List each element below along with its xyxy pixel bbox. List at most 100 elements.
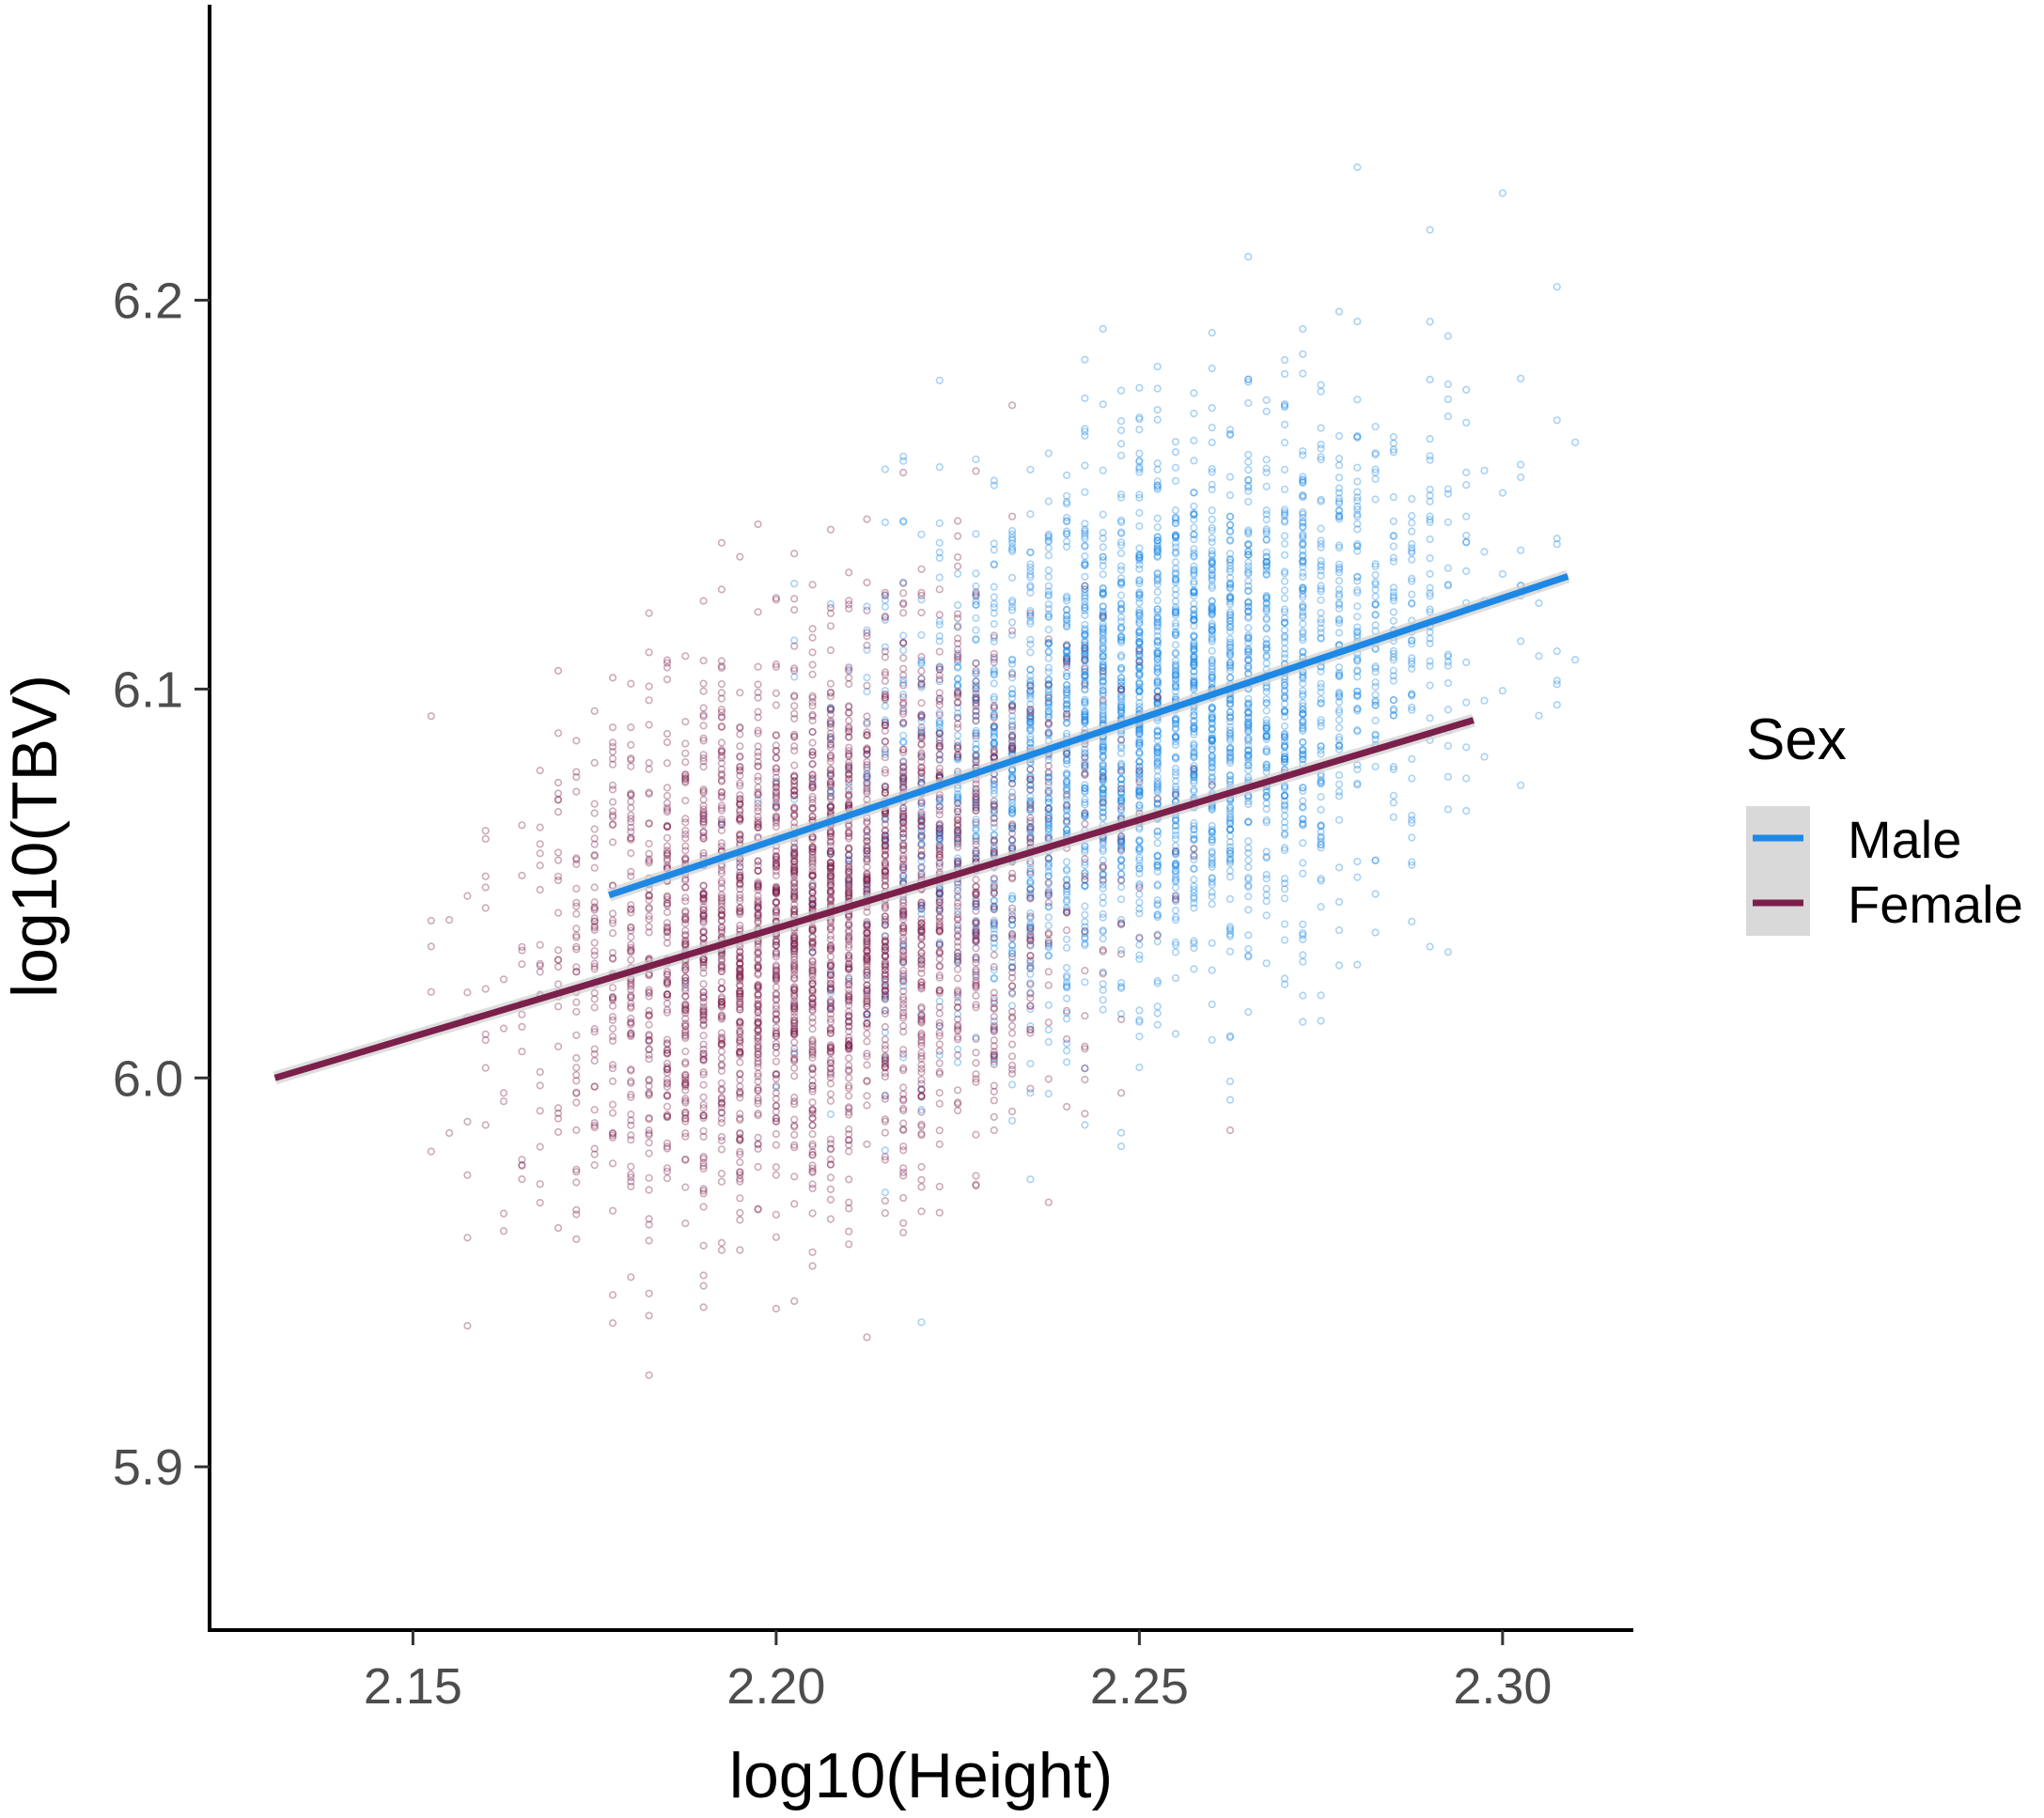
data-point [1044,449,1053,458]
data-point [1135,741,1144,751]
data-point [1443,380,1452,389]
data-point [1208,622,1216,630]
data-point [1153,858,1162,866]
data-point [1208,563,1216,571]
data-point [935,1047,944,1055]
data-point [1389,656,1397,664]
data-point [1116,518,1126,527]
data-point [1153,542,1162,552]
data-point [863,971,871,980]
data-point [1116,691,1126,699]
data-point [1007,596,1017,605]
data-point [1280,846,1289,855]
data-point [1299,557,1307,566]
data-point [790,550,799,558]
data-point [1026,884,1035,893]
data-point [1007,630,1017,639]
data-point [1225,663,1235,672]
data-point [590,951,599,959]
data-point [1007,1116,1017,1125]
data-point [1081,1064,1089,1072]
data-point [1517,460,1525,469]
data-point [1026,805,1035,814]
data-point [481,834,490,844]
data-point [1280,754,1289,764]
data-point [1153,552,1162,560]
data-point [1317,834,1325,843]
data-point [1317,688,1325,696]
data-point [1153,638,1162,647]
data-point [1244,931,1253,940]
data-point [863,920,871,928]
data-point [863,771,871,780]
data-point [1371,890,1380,898]
data-point [1334,432,1344,441]
data-point [1099,743,1107,752]
data-point [1044,663,1053,672]
data-point [1225,583,1235,592]
data-point [1462,743,1471,752]
data-point [1262,695,1271,704]
data-point [1099,794,1107,802]
data-point [935,798,944,806]
data-point [1135,800,1144,809]
data-point [1081,715,1089,724]
data-point [1135,792,1144,800]
data-point [1208,604,1216,614]
data-point [1225,558,1235,567]
data-point [1208,604,1216,614]
data-point [1334,691,1344,700]
data-point [953,1106,962,1115]
data-point [1099,682,1107,691]
data-point [1135,864,1144,873]
data-point [499,1089,508,1097]
data-point [1280,505,1289,514]
data-point [1190,530,1198,539]
data-point [953,517,962,525]
data-point [808,1262,817,1270]
data-point [1190,771,1198,780]
data-point [1062,978,1071,987]
data-point [1208,552,1216,560]
data-point [990,727,998,736]
data-point [1190,743,1198,753]
data-point [935,824,944,832]
data-point [1171,733,1180,741]
data-point [899,803,908,813]
data-point [1171,570,1180,579]
data-point [808,777,817,785]
data-point [1135,786,1144,796]
data-point [1244,703,1253,711]
data-point [1443,582,1452,590]
data-point [863,1013,871,1021]
data-point [1007,962,1017,971]
data-point [1135,671,1144,680]
data-point [935,519,944,528]
data-point [1190,723,1198,733]
data-point [772,1083,781,1092]
data-point [1062,700,1071,708]
data-point [499,1209,508,1218]
data-point [935,1022,944,1031]
data-point [772,801,781,810]
data-point [1190,645,1198,654]
data-point [899,940,908,948]
data-point [1190,632,1198,642]
data-point [917,530,926,538]
data-point [1190,764,1198,773]
data-point [899,1164,908,1173]
data-point [1208,547,1216,555]
data-point [1135,576,1144,584]
data-point [881,1091,890,1099]
data-point [1081,934,1089,943]
data-point [1244,465,1253,474]
data-point [1426,435,1434,443]
data-point [1007,742,1017,751]
data-point [1225,640,1235,649]
data-point [1262,535,1271,544]
data-point [790,845,799,854]
data-point [1171,973,1180,983]
data-point [1244,458,1253,466]
data-point [1371,592,1380,600]
data-point [1099,784,1107,792]
